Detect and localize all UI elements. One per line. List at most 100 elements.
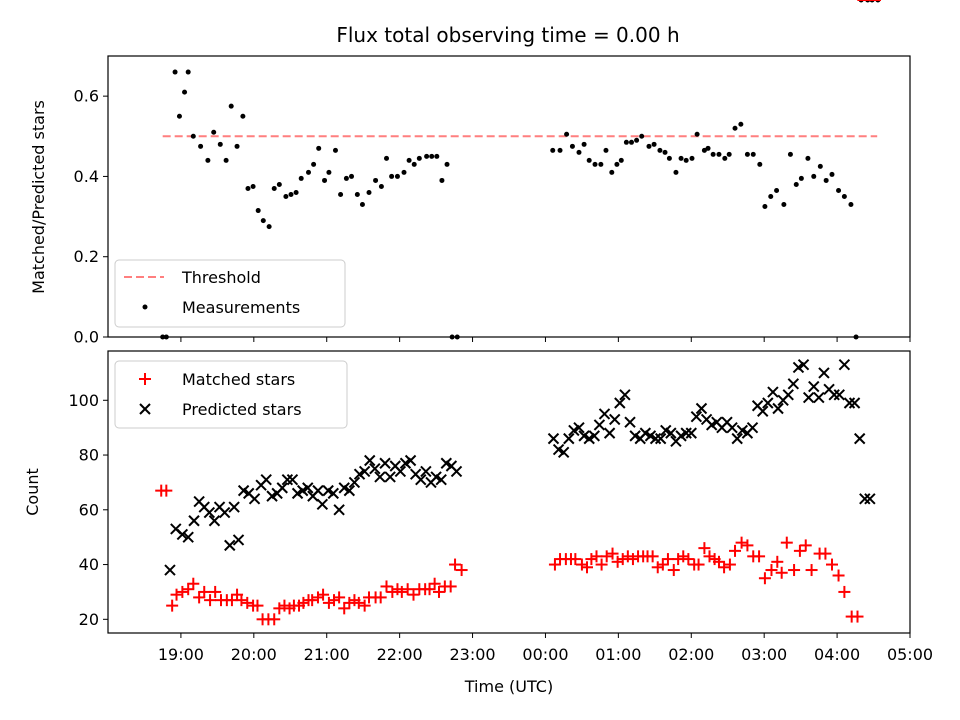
measurement-point — [311, 161, 317, 167]
ratio-marks — [160, 0, 881, 340]
measurement-point — [598, 161, 604, 167]
matched-point — [317, 588, 330, 601]
measurement-point — [373, 177, 379, 183]
matched-point — [832, 569, 845, 582]
matched-point — [667, 564, 680, 577]
predicted-point — [435, 473, 447, 486]
measurement-point — [366, 189, 372, 195]
matched-point — [661, 553, 674, 566]
matched-point — [328, 594, 341, 607]
matched-point — [187, 577, 200, 590]
measurement-point — [634, 137, 640, 143]
measurement-point — [182, 89, 188, 95]
predicted-point — [726, 421, 738, 434]
measurement-point — [793, 181, 799, 187]
x-tick-label: 19:00 — [158, 645, 204, 664]
predicted-point — [188, 515, 200, 527]
predicted-point — [333, 504, 345, 516]
ratio-y-axis-label: Matched/Predicted stars — [29, 100, 48, 294]
measurement-point — [564, 131, 570, 137]
measurement-point — [732, 125, 738, 131]
matched-point — [621, 550, 634, 563]
measurements-legend-swatch — [142, 304, 148, 310]
measurement-point — [283, 194, 289, 199]
measurement-point — [716, 151, 722, 157]
measurement-point — [439, 177, 445, 183]
matched-point — [428, 577, 441, 590]
matched-point — [407, 588, 420, 601]
count-panel: 19:00 20:00 21:00 22:00 23:00 00:00 01:00 02:00… — [23, 0, 933, 696]
predicted-point — [593, 419, 606, 431]
matched-point — [646, 550, 659, 563]
measurement-point — [836, 187, 842, 193]
measurement-point — [592, 161, 598, 167]
predicted-point — [218, 506, 231, 519]
predicted-point — [598, 408, 611, 420]
x-tick-label: 02:00 — [668, 645, 714, 664]
measurement-point — [848, 202, 854, 208]
matched-point — [595, 558, 608, 571]
measurement-point — [245, 185, 251, 191]
chart-title: Flux total observing time = 0.00 h — [336, 23, 679, 47]
x-tick-label: 05:00 — [887, 645, 933, 664]
measurement-point — [394, 173, 400, 179]
measurement-point — [823, 177, 829, 183]
count-y-axis-label: Count — [23, 468, 42, 516]
measurement-point — [569, 143, 575, 149]
measurement-point — [298, 175, 304, 181]
matched-point — [805, 564, 818, 577]
matched-point — [819, 547, 832, 560]
predicted-point — [654, 432, 667, 445]
matched-point — [611, 555, 624, 568]
measurement-point — [614, 161, 620, 167]
matched-point — [182, 583, 195, 596]
predicted-point — [394, 465, 407, 478]
predicted-point — [680, 427, 692, 439]
count-marks — [155, 0, 882, 626]
predicted-point — [838, 358, 851, 371]
y-tick-label: 40 — [79, 555, 99, 574]
measurement-point — [240, 113, 246, 119]
predicted-point — [802, 391, 815, 404]
matched-point — [672, 553, 685, 566]
matched-point — [352, 596, 365, 609]
predicted-point — [614, 397, 626, 409]
y-tick-label: 100 — [68, 391, 99, 410]
measurement-point — [701, 147, 707, 153]
measurement-point — [411, 161, 417, 167]
predicted-point — [384, 471, 396, 483]
threshold-legend-label: Threshold — [181, 268, 261, 287]
matched-point — [698, 542, 711, 555]
y-tick-label: 0.2 — [74, 247, 99, 266]
measurement-point — [316, 145, 322, 151]
matched-point — [606, 547, 619, 560]
measurement-point — [429, 153, 435, 159]
x-tick-label: 04:00 — [814, 645, 860, 664]
matched-point — [401, 583, 414, 596]
measurement-point — [798, 175, 804, 181]
matched-point — [590, 550, 603, 563]
measurement-point — [757, 161, 763, 167]
predicted-point — [853, 432, 866, 445]
predicted-point — [316, 498, 329, 511]
measurement-point — [354, 191, 360, 197]
matched-point — [793, 544, 806, 557]
measurement-point — [805, 155, 811, 161]
measurement-point — [787, 151, 793, 157]
measurement-point — [217, 141, 223, 147]
matched-point — [692, 558, 705, 571]
matched-point — [306, 594, 319, 607]
matched-point — [775, 566, 788, 579]
matched-point — [753, 550, 766, 563]
measurement-point — [646, 143, 652, 149]
matched-point — [209, 585, 222, 598]
matched-point — [358, 599, 371, 612]
predicted-point — [374, 471, 386, 483]
matched-point — [374, 591, 387, 604]
measurement-point — [651, 141, 657, 147]
matched-point — [311, 591, 324, 604]
matched-point — [395, 585, 408, 598]
matched-point — [297, 596, 310, 609]
predicted-point — [276, 482, 288, 494]
matched-point — [712, 555, 725, 568]
